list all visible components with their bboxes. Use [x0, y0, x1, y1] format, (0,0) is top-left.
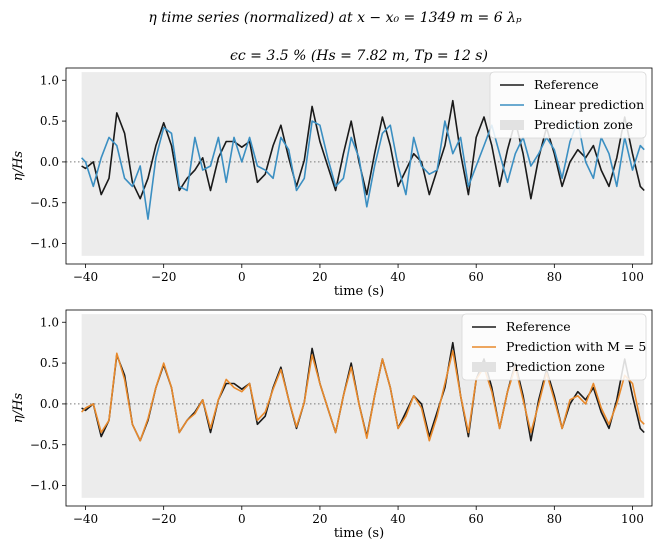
axes-frame [65, 67, 653, 265]
y-tick-label: 1.0 [40, 73, 59, 87]
panel-title: ϵc = 3.5 % (Hs = 7.82 m, Tp = 12 s) [230, 48, 488, 64]
y-tick-label: −1.0 [30, 479, 59, 493]
y-tick-label: 1.0 [40, 315, 59, 329]
legend-swatch [472, 362, 496, 372]
y-tick-label: −1.0 [30, 237, 59, 251]
x-tick-label: 80 [547, 270, 562, 284]
x-tick-label: 100 [621, 270, 644, 284]
legend-label: Prediction zone [534, 117, 633, 132]
y-tick-label: −0.5 [30, 438, 59, 452]
x-tick-label: 20 [312, 512, 327, 526]
legend-label: Linear prediction [534, 97, 644, 112]
legend-label: Reference [506, 319, 571, 334]
axes-frame [65, 309, 653, 507]
x-tick-label: −20 [151, 512, 176, 526]
figure-suptitle: η time series (normalized) at x − x₀ = 1… [148, 10, 522, 26]
x-tick-label: 100 [621, 512, 644, 526]
x-tick-label: 20 [312, 270, 327, 284]
bottom-panel: −40 −20 0 20 40 60 80 100 −1.0 −0.5 0.0 0.5 1.0 time … [11, 309, 653, 540]
legend-label: Prediction zone [506, 359, 605, 374]
x-tick-label: 80 [547, 512, 562, 526]
x-tick-label: 40 [390, 270, 405, 284]
y-tick-label: 0.5 [40, 114, 59, 128]
x-tick-label: −20 [151, 270, 176, 284]
x-tick-label: 60 [469, 270, 484, 284]
x-axis-label: time (s) [334, 526, 384, 540]
legend-box [489, 71, 647, 139]
legend-box [461, 313, 647, 381]
x-tick-label: −40 [73, 270, 98, 284]
x-tick-label: 60 [469, 512, 484, 526]
y-axis-label: η/Hs [11, 151, 26, 182]
y-axis-label: η/Hs [11, 393, 26, 424]
y-tick-label: 0.0 [40, 397, 59, 411]
x-tick-label: −40 [73, 512, 98, 526]
legend-label: Prediction with M = 5 [506, 339, 646, 354]
y-tick-label: 0.5 [40, 356, 59, 370]
legend-swatch [500, 120, 524, 130]
x-tick-label: 40 [390, 512, 405, 526]
legend-label: Reference [534, 77, 599, 92]
x-axis-label: time (s) [334, 284, 384, 299]
y-tick-label: 0.0 [40, 155, 59, 169]
y-tick-label: −0.5 [30, 196, 59, 210]
x-tick-label: 0 [238, 270, 246, 284]
x-tick-label: 0 [238, 512, 246, 526]
series-line-linear-prediction [81, 120, 645, 220]
top-panel: ϵc = 3.5 % (Hs = 7.82 m, Tp = 12 s) −40 −2… [11, 48, 653, 299]
series-line-prediction-with-m-5 [81, 350, 645, 442]
